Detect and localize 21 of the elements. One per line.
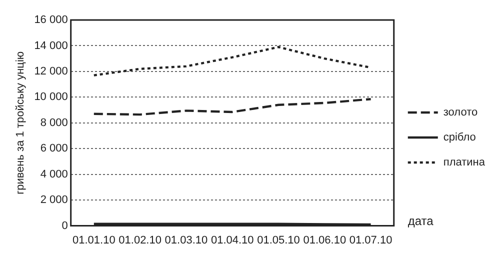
y-tick-label: 8 000 [40,116,68,129]
y-tick-label: 12 000 [34,65,68,78]
x-tick-label: 01.05.10 [257,234,300,246]
x-tick-label: 01.03.10 [164,234,208,246]
legend-label: срібло [443,132,476,144]
y-tick-label: 6 000 [40,142,68,155]
y-tick-label: 14 000 [34,40,68,52]
x-tick-label: 01.04.10 [210,234,254,246]
legend-label: платина [443,156,486,169]
x-tick-label: 01.06.10 [303,234,346,246]
legend-label: золото [443,106,478,119]
x-axis-title: дата [408,214,434,228]
x-tick-label: 01.02.10 [118,234,162,246]
y-tick-label: 2 000 [40,194,68,206]
y-tick-label: 16 000 [34,14,68,26]
y-tick-label: 10 000 [34,91,68,104]
y-tick-label: 0 [62,220,68,232]
x-tick-label: 01.01.10 [72,234,116,246]
x-tick-label: 01.07.10 [349,234,392,246]
y-tick-label: 4 000 [40,168,68,180]
y-axis-title: гривень за 1 тройську унцію [14,51,27,194]
